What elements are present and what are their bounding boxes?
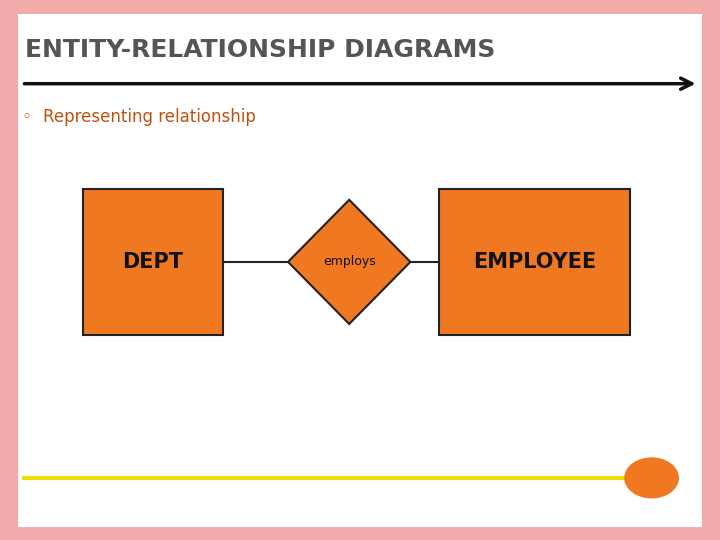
Text: ◦: ◦ xyxy=(22,108,32,126)
Bar xyxy=(83,189,223,335)
Text: DEPT: DEPT xyxy=(122,252,184,272)
Text: Representing relationship: Representing relationship xyxy=(43,108,256,126)
Circle shape xyxy=(624,457,679,498)
Text: employs: employs xyxy=(323,255,376,268)
Text: ENTITY-RELATIONSHIP DIAGRAMS: ENTITY-RELATIONSHIP DIAGRAMS xyxy=(25,38,495,62)
Text: EMPLOYEE: EMPLOYEE xyxy=(473,252,596,272)
Bar xyxy=(439,189,630,335)
Polygon shape xyxy=(288,200,410,324)
